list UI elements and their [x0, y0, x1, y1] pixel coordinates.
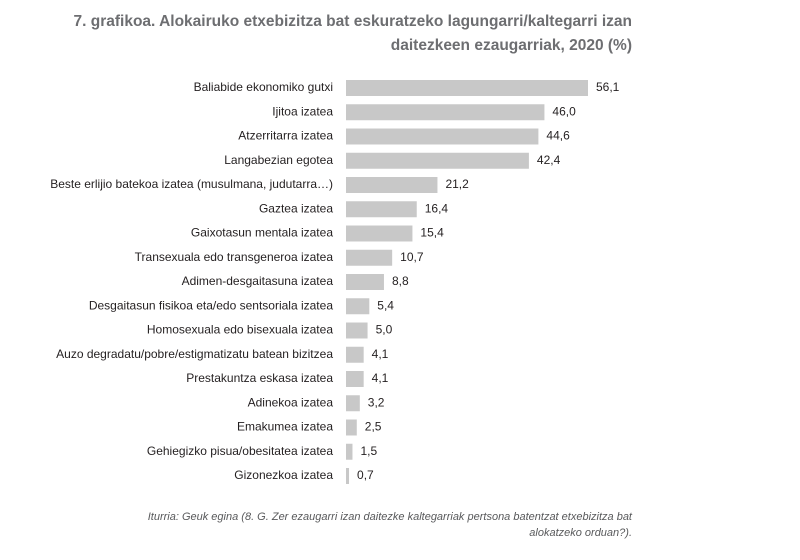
value-label: 15,4 — [420, 226, 444, 240]
value-label: 0,7 — [357, 468, 374, 482]
bar — [346, 104, 545, 121]
value-label: 46,0 — [552, 104, 576, 118]
source-note: Iturria: Geuk egina (8. G. Zer ezaugarri… — [148, 511, 633, 523]
category-label: Emakumea izatea — [237, 420, 333, 434]
bar — [346, 346, 364, 363]
value-label: 10,7 — [400, 250, 424, 264]
bar — [346, 80, 588, 96]
value-label: 4,1 — [372, 371, 389, 385]
bar — [346, 152, 529, 169]
bar — [346, 274, 384, 290]
value-label: 56,1 — [596, 80, 620, 94]
bar — [346, 395, 360, 412]
source-note: alokatzeko orduan?). — [529, 527, 632, 539]
value-label: 2,5 — [365, 420, 382, 434]
bar — [346, 201, 417, 218]
category-label: Desgaitasun fisikoa eta/edo sentsoriala … — [89, 298, 333, 312]
value-label: 4,1 — [372, 347, 389, 361]
bar — [346, 249, 393, 266]
bar — [346, 468, 350, 484]
category-label: Gizonezkoa izatea — [234, 468, 333, 482]
chart-title: 7. grafikoa. Alokairuko etxebizitza bat … — [74, 13, 632, 30]
bar — [346, 322, 368, 339]
category-label: Atzerritarra izatea — [238, 129, 333, 143]
bar — [346, 371, 364, 387]
bar — [346, 128, 539, 145]
category-label: Gehiegizko pisua/obesitatea izatea — [147, 444, 333, 458]
category-label: Prestakuntza eskasa izatea — [186, 371, 333, 385]
value-label: 8,8 — [392, 274, 409, 288]
bar — [346, 298, 370, 315]
value-label: 16,4 — [425, 201, 449, 215]
bar — [346, 225, 413, 242]
category-label: Adinekoa izatea — [248, 395, 334, 409]
value-label: 5,4 — [377, 298, 394, 312]
bar — [346, 419, 357, 436]
category-label: Auzo degradatu/pobre/estigmatizatu batea… — [56, 347, 333, 361]
value-label: 1,5 — [360, 444, 377, 458]
chart-title: daitezkeen ezaugarriak, 2020 (%) — [391, 37, 632, 54]
category-label: Langabezian egotea — [224, 153, 333, 167]
category-label: Beste erlijio batekoa izatea (musulmana,… — [50, 177, 333, 191]
category-label: Gaztea izatea — [259, 201, 333, 215]
value-label: 44,6 — [546, 129, 570, 143]
value-label: 5,0 — [376, 323, 393, 337]
value-label: 42,4 — [537, 153, 561, 167]
bar — [346, 443, 353, 460]
category-label: Ijitoa izatea — [272, 104, 333, 118]
value-label: 3,2 — [368, 395, 385, 409]
category-label: Homosexuala edo bisexuala izatea — [147, 323, 333, 337]
bar — [346, 177, 438, 193]
value-label: 21,2 — [445, 177, 469, 191]
category-label: Adimen-desgaitasuna izatea — [182, 274, 334, 288]
category-label: Transexuala edo transgeneroa izatea — [135, 250, 334, 264]
category-label: Baliabide ekonomiko gutxi — [194, 80, 333, 94]
category-label: Gaixotasun mentala izatea — [191, 226, 333, 240]
